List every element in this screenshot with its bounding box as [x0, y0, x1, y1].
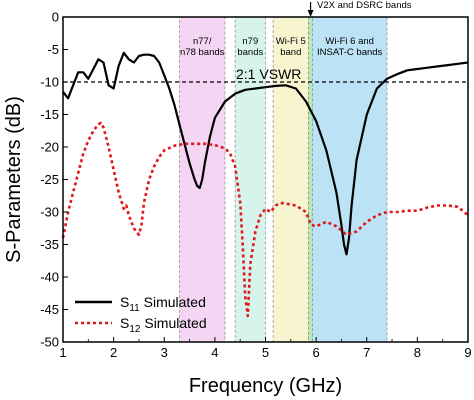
data-series [61, 51, 469, 318]
band-3 [308, 16, 313, 343]
band-2 [272, 16, 309, 343]
x-tick-label: 9 [464, 345, 471, 360]
x-tick-label: 7 [363, 345, 370, 360]
y-tick-label: -45 [40, 302, 59, 317]
band-label-2: Wi-Fi 5 band [276, 36, 306, 58]
y-tick-label: -50 [40, 335, 59, 350]
band-4 [311, 16, 388, 343]
x-tick-label: 8 [414, 345, 421, 360]
y-tick-label: -10 [40, 75, 59, 90]
x-tick-label: 1 [59, 345, 66, 360]
x-tick-label: 5 [262, 345, 269, 360]
v2x-arrow-head [307, 10, 314, 17]
y-tick-label: -15 [40, 107, 59, 122]
y-tick-label: -20 [40, 140, 59, 155]
y-axis-ticks: 0 -5 -10 -15 -20 -25 -30 -35 -40 -45 -50 [40, 10, 68, 350]
y-tick-label: -30 [40, 205, 59, 220]
band-label-0: n77/n78 bands [180, 36, 225, 58]
vswr-annotation: 2:1 VSWR [236, 66, 301, 82]
x-tick-label: 6 [313, 345, 320, 360]
y-tick-label: -40 [40, 270, 59, 285]
y-axis-label: S-Parameters (dB) [3, 96, 25, 263]
band-label-3: V2X and DSRC bands [317, 0, 412, 11]
x-tick-label: 2 [110, 345, 117, 360]
y-tick-label: -25 [40, 172, 59, 187]
y-tick-label: -35 [40, 237, 59, 252]
band-labels: n77/n78 bands n79 bands Wi-Fi 5 band V2X and … [180, 0, 412, 58]
series-line-s11 [62, 51, 469, 256]
band-label-1: n79 bands [237, 36, 263, 58]
x-tick-label: 4 [211, 345, 218, 360]
y-tick-label: -5 [47, 42, 59, 57]
series-line-s12 [61, 121, 469, 318]
x-axis-label: Frequency (GHz) [189, 375, 342, 397]
legend-label-s11: S11 Simulated [120, 294, 206, 314]
legend-label-s12: S12 Simulated [120, 315, 207, 335]
band-label-4: Wi-Fi 6 and INSAT-C bands [317, 36, 383, 58]
y-tick-label: 0 [52, 10, 59, 25]
x-tick-label: 3 [161, 345, 168, 360]
x-axis-ticks: 1 2 3 4 5 6 7 8 9 [59, 337, 472, 360]
